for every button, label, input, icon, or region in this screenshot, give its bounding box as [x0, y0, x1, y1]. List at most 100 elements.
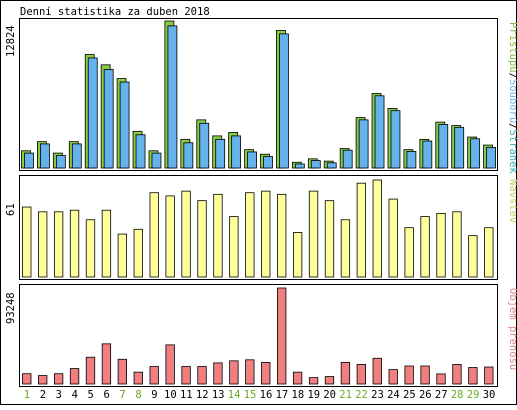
x-tick-label: 1	[24, 389, 30, 401]
bar-souboru-15	[247, 151, 257, 169]
x-tick-label: 16	[260, 389, 273, 401]
x-tick-label: 25	[403, 389, 416, 401]
bar-souboru-13	[215, 138, 226, 169]
x-tick-label: 24	[387, 389, 400, 401]
bar-navstev-7	[117, 233, 127, 278]
x-tick-label: 5	[88, 389, 94, 401]
x-tick-label: 20	[323, 389, 336, 401]
x-tick-label: 4	[72, 389, 78, 401]
x-tick-label: 28	[451, 389, 464, 401]
x-tick-label: 6	[103, 389, 109, 401]
x-tick-label: 2	[40, 389, 46, 401]
x-tick-label: 13	[212, 389, 225, 401]
bar-navstev-13	[213, 193, 223, 278]
legend-separator: /	[507, 123, 517, 129]
x-tick-label: 10	[164, 389, 177, 401]
bar-prenos-15	[245, 359, 255, 385]
bar-souboru-2	[40, 143, 50, 169]
x-tick-label: 18	[292, 389, 305, 401]
bar-navstev-5	[85, 219, 96, 278]
bar-prenos-7	[117, 358, 127, 385]
bar-navstev-11	[181, 190, 191, 278]
legend-entry: Přístupů	[507, 22, 517, 73]
bar-prenos-8	[133, 371, 143, 385]
bar-souboru-3	[55, 154, 66, 169]
bar-navstev-23	[372, 179, 382, 278]
bar-navstev-24	[388, 198, 398, 278]
bar-souboru-29	[470, 138, 481, 169]
y-max-label: 61	[5, 203, 17, 216]
legend-entry: Stránek	[507, 130, 517, 175]
bar-navstev-15	[245, 192, 255, 278]
bar-souboru-17	[279, 33, 289, 169]
legend: Návštěv	[507, 179, 517, 223]
bar-souboru-23	[374, 95, 385, 169]
x-tick-label: 30	[483, 389, 496, 401]
bar-souboru-27	[438, 124, 449, 169]
bar-navstev-28	[452, 211, 462, 278]
bar-navstev-8	[133, 228, 143, 278]
bar-navstev-16	[261, 190, 271, 278]
bar-navstev-19	[308, 190, 319, 278]
bar-navstev-25	[404, 227, 414, 278]
x-tick-label: 8	[135, 389, 141, 401]
bar-souboru-11	[183, 142, 194, 169]
panel-2: 61 Návštěv	[5, 175, 517, 280]
bar-navstev-14	[229, 216, 239, 278]
bar-prenos-19	[308, 377, 319, 385]
bar-prenos-2	[38, 375, 48, 385]
legend-entry: Návštěv	[507, 179, 517, 223]
panel-frame	[19, 284, 498, 387]
x-tick-label: 19	[307, 389, 320, 401]
bar-prenos-4	[69, 368, 80, 385]
bar-prenos-3	[53, 373, 64, 385]
bar-navstev-12	[197, 200, 207, 278]
bar-prenos-22	[356, 364, 367, 385]
bar-prenos-1	[22, 373, 32, 385]
bar-prenos-17	[277, 287, 287, 385]
bar-prenos-24	[388, 369, 398, 385]
bar-prenos-26	[420, 365, 430, 385]
bar-navstev-22	[356, 182, 367, 278]
bar-prenos-21	[340, 361, 351, 385]
panel-frame	[19, 175, 498, 280]
bar-navstev-6	[101, 209, 112, 278]
legend: Objem přenosu	[507, 288, 517, 370]
chart-title: Denní statistika za duben 2018	[20, 6, 210, 18]
x-tick-label: 15	[244, 389, 257, 401]
x-tick-label: 12	[196, 389, 209, 401]
legend-entry: Objem přenosu	[507, 288, 517, 370]
bar-navstev-9	[149, 192, 159, 278]
legend-separator: /	[507, 73, 517, 79]
bar-navstev-4	[69, 209, 80, 278]
bar-prenos-16	[261, 361, 271, 385]
bar-souboru-24	[390, 110, 401, 169]
bar-souboru-16	[263, 156, 273, 169]
x-tick-label: 11	[180, 389, 193, 401]
x-tick-label: 21	[339, 389, 352, 401]
bar-navstev-26	[420, 216, 430, 278]
bar-navstev-29	[468, 235, 478, 278]
bar-navstev-27	[436, 212, 446, 278]
bar-prenos-11	[181, 366, 191, 385]
legend-entry: Souborů	[507, 79, 517, 123]
bar-souboru-22	[358, 119, 369, 169]
bar-souboru-28	[454, 126, 465, 169]
x-tick-label: 29	[467, 389, 480, 401]
bar-souboru-14	[231, 135, 242, 169]
bar-prenos-9	[149, 366, 159, 385]
bar-souboru-8	[135, 134, 146, 169]
bar-souboru-12	[199, 122, 210, 169]
bar-prenos-6	[101, 343, 112, 385]
bar-prenos-5	[85, 356, 96, 385]
bar-navstev-17	[277, 193, 287, 278]
bar-navstev-18	[292, 232, 303, 278]
bar-souboru-6	[103, 69, 114, 169]
bar-prenos-18	[292, 371, 303, 385]
y-max-label: 93248	[5, 292, 17, 324]
legend: Přístupů/Souborů/Stránek	[507, 22, 517, 174]
bar-souboru-9	[151, 152, 162, 169]
x-tick-label: 23	[371, 389, 384, 401]
